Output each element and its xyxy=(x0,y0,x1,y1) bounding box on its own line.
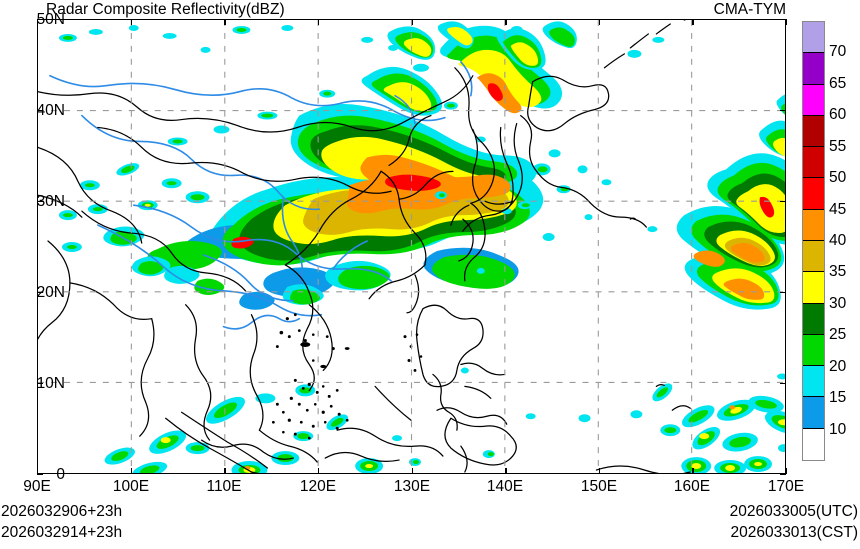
y-tick-50n: 50N xyxy=(36,11,65,28)
x-tickmark xyxy=(317,19,320,25)
colorbar-segment-65-70 xyxy=(803,53,824,85)
echo-japan-light xyxy=(434,136,658,274)
colorbar-tick-15: 15 xyxy=(829,389,847,407)
x-tick-140e: 140E xyxy=(486,478,524,495)
x-tickmark xyxy=(411,468,413,474)
y-tickmark xyxy=(37,201,43,203)
colorbar-tick-10: 10 xyxy=(829,420,847,438)
y-tick-30n: 30N xyxy=(36,193,65,210)
y-tickmark xyxy=(780,383,786,385)
y-tick-10n: 10N xyxy=(36,375,65,392)
x-tickmark xyxy=(317,468,320,474)
y-tick-40n: 40N xyxy=(36,102,65,119)
colorbar xyxy=(802,21,825,461)
colorbar-tick-25: 25 xyxy=(829,326,847,344)
agency-label: CMA-TYM xyxy=(713,1,786,18)
x-tick-120e: 120E xyxy=(299,478,337,495)
echo-west-pacific-cluster xyxy=(676,94,785,310)
y-tick-20n: 20N xyxy=(36,284,65,301)
x-tickmark xyxy=(786,19,788,25)
x-tickmark xyxy=(411,19,413,25)
colorbar-segment-45-50 xyxy=(803,178,824,210)
y-tickmark xyxy=(780,201,786,203)
colorbar-segment-60-65 xyxy=(803,84,824,116)
colorbar-segment-30-35 xyxy=(803,272,824,304)
gridline-layer xyxy=(38,20,785,473)
colorbar-segment-10-15 xyxy=(803,397,824,429)
y-tickmark xyxy=(780,110,786,112)
y-tickmark xyxy=(780,19,786,21)
x-tick-110e: 110E xyxy=(206,478,242,495)
colorbar-tick-30: 30 xyxy=(829,294,847,312)
colorbar-tick-65: 65 xyxy=(829,74,847,92)
colorbar-segment-70-75 xyxy=(803,22,824,54)
river-layer xyxy=(49,61,473,330)
x-tickmark xyxy=(505,468,507,474)
colorbar-segment-15-20 xyxy=(803,366,824,398)
colorbar-tick-70: 70 xyxy=(829,43,847,61)
x-tickmark xyxy=(130,468,133,474)
colorbar-tick-50: 50 xyxy=(829,169,847,187)
map-plot-area xyxy=(37,19,786,474)
x-tick-90e: 90E xyxy=(23,478,51,495)
y-tickmark xyxy=(780,292,786,294)
coastline-border-layer xyxy=(38,20,691,473)
colorbar-tick-60: 60 xyxy=(829,106,847,124)
radar-echo-layer xyxy=(58,21,785,473)
x-tick-130e: 130E xyxy=(393,478,431,495)
x-tickmark xyxy=(224,19,226,25)
x-tickmark xyxy=(692,19,694,25)
x-tickmark xyxy=(598,19,601,25)
colorbar-tick-55: 55 xyxy=(829,137,847,155)
x-tickmark xyxy=(505,19,507,25)
y-tick-0: 0 xyxy=(56,466,65,483)
map-canvas xyxy=(38,20,785,473)
x-tickmark xyxy=(37,468,39,474)
colorbar-segment-55-60 xyxy=(803,115,824,148)
colorbar-segment-20-25 xyxy=(803,334,824,367)
echo-northern-scattered xyxy=(58,24,665,252)
x-tickmark xyxy=(692,468,694,474)
colorbar-segment-35-40 xyxy=(803,240,824,273)
colorbar-tick-20: 20 xyxy=(829,357,847,375)
y-tickmark xyxy=(37,110,43,112)
footer-init-utc: 2026032906+23h xyxy=(1,503,123,520)
x-tick-100e: 100E xyxy=(112,478,150,495)
y-tickmark xyxy=(780,474,786,476)
x-tickmark xyxy=(130,19,133,25)
x-tick-170e: 170E xyxy=(767,478,805,495)
x-tick-150e: 150E xyxy=(580,478,618,495)
echo-korea-japan-band xyxy=(361,21,577,116)
colorbar-segment-5-10 xyxy=(803,428,824,460)
colorbar-segment-50-55 xyxy=(803,147,824,179)
y-tickmark xyxy=(37,19,43,21)
y-tickmark xyxy=(37,292,43,294)
x-tickmark xyxy=(224,468,226,474)
page-title: Radar Composite Reflectivity(dBZ) xyxy=(46,1,285,18)
x-tickmark xyxy=(598,468,601,474)
footer-valid-utc: 2026033005(UTC) xyxy=(729,503,858,520)
y-tickmark xyxy=(37,474,43,476)
footer-init-cst: 2026032914+23h xyxy=(1,524,123,541)
y-tickmark xyxy=(37,383,43,385)
echo-east-china xyxy=(103,103,544,310)
x-tick-160e: 160E xyxy=(673,478,711,495)
footer-valid-cst: 2026033013(CST) xyxy=(730,524,858,541)
colorbar-tick-45: 45 xyxy=(829,200,847,218)
x-tickmark xyxy=(786,468,788,474)
colorbar-segment-25-30 xyxy=(803,303,824,335)
colorbar-tick-40: 40 xyxy=(829,232,847,249)
x-tickmark xyxy=(37,19,39,25)
colorbar-tick-35: 35 xyxy=(829,263,847,281)
echo-tropical-scattered xyxy=(392,367,785,473)
colorbar-segment-40-45 xyxy=(803,209,824,241)
